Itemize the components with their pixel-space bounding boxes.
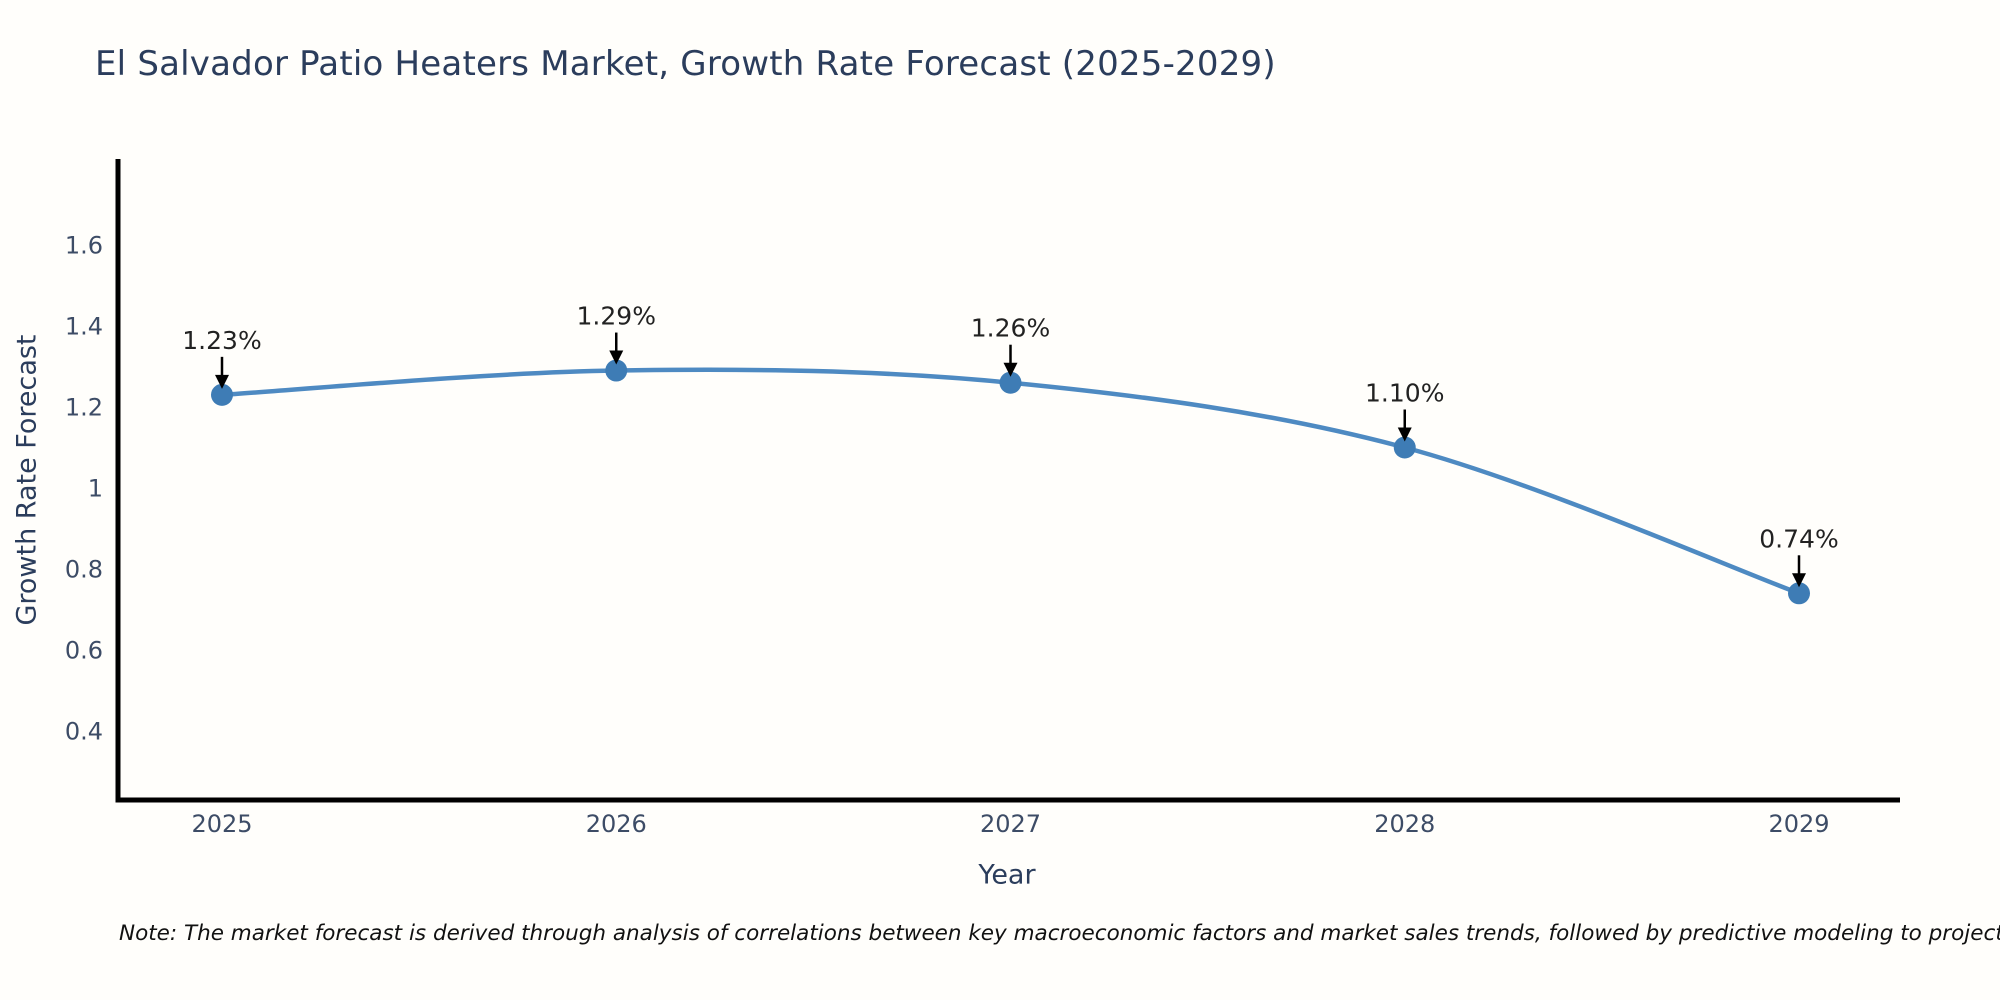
annotation-label: 0.74% <box>1759 524 1838 553</box>
y-tick-label: 0.6 <box>65 637 103 665</box>
x-tick-label: 2028 <box>1374 810 1435 838</box>
data-point-marker <box>1788 582 1810 605</box>
y-axis-title: Growth Rate Forecast <box>11 334 43 626</box>
annotation-arrowhead <box>609 350 624 365</box>
y-tick-label: 1.6 <box>65 232 103 260</box>
y-tick-label: 1.2 <box>65 394 103 422</box>
x-tick-label: 2025 <box>191 810 252 838</box>
data-point-marker <box>211 383 233 406</box>
data-point-marker <box>605 359 628 382</box>
chart-title: El Salvador Patio Heaters Market, Growth… <box>95 44 1276 84</box>
annotation-label: 1.10% <box>1365 379 1444 408</box>
data-point-marker <box>999 371 1022 394</box>
annotation-arrowhead <box>1003 362 1018 377</box>
y-tick-label: 0.4 <box>65 718 103 746</box>
chart-footnote: Note: The market forecast is derived thr… <box>119 921 2000 946</box>
annotation-label: 1.26% <box>971 314 1050 343</box>
annotation-arrowhead <box>1397 427 1412 442</box>
y-tick-label: 1.4 <box>65 313 103 341</box>
y-tick-label: 0.8 <box>65 556 103 584</box>
x-tick-label: 2029 <box>1768 810 1829 838</box>
data-point-marker <box>1393 436 1416 459</box>
axis-lines <box>115 159 1900 803</box>
x-axis-title: Year <box>978 859 1036 891</box>
annotation-label: 1.29% <box>577 302 656 331</box>
x-tick-label: 2026 <box>586 810 647 838</box>
x-tick-label: 2027 <box>980 810 1041 838</box>
forecast-line <box>219 367 1802 596</box>
annotation-arrowhead <box>1792 573 1806 588</box>
y-tick-label: 1 <box>88 475 103 503</box>
annotation-label: 1.23% <box>182 326 261 355</box>
annotation-arrowhead <box>215 374 229 389</box>
